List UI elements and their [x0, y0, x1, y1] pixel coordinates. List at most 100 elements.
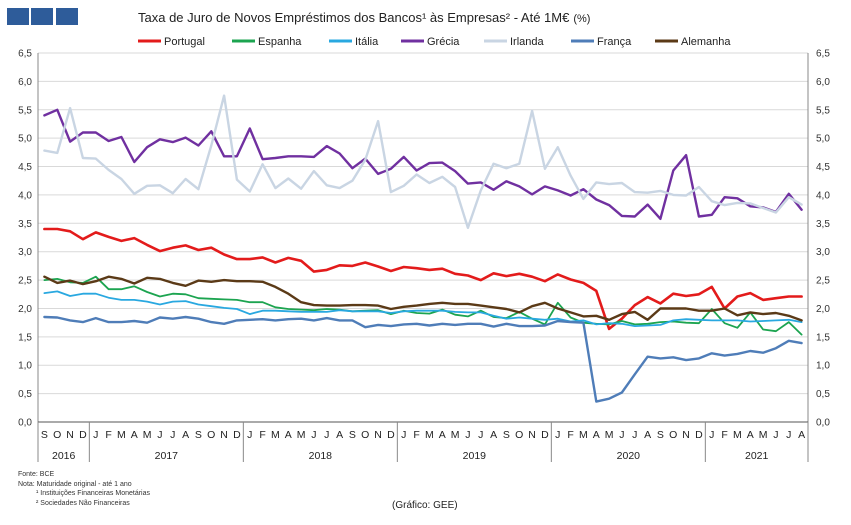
- legend-label-espanha: Espanha: [258, 36, 302, 48]
- year-label: 2020: [617, 450, 641, 462]
- legend-label-frança: França: [597, 36, 632, 48]
- y-tick-label-right: 1,0: [816, 361, 830, 372]
- x-tick-label: N: [682, 429, 690, 441]
- y-tick-label-left: 1,0: [18, 361, 32, 372]
- y-tick-label-left: 1,5: [18, 332, 32, 343]
- x-tick-label: J: [93, 429, 98, 441]
- x-tick-label: O: [53, 429, 61, 441]
- series-line-alemanha: [43, 275, 803, 322]
- x-tick-label: S: [41, 429, 48, 441]
- y-tick-label-right: 0,0: [816, 418, 830, 429]
- x-tick-label: A: [593, 429, 600, 441]
- series-line-portugal: [43, 227, 803, 331]
- year-label: 2017: [155, 450, 179, 462]
- legend: Portugal Espanha Itália Grécia Irlanda França…: [138, 36, 731, 48]
- x-tick-label: F: [105, 429, 111, 441]
- y-tick-label-right: 6,5: [816, 49, 830, 60]
- y-tick-label-right: 2,5: [816, 276, 830, 287]
- x-tick-label: M: [297, 429, 306, 441]
- x-tick-label: J: [170, 429, 175, 441]
- series-line-espanha: [43, 275, 803, 336]
- legend-label-portugal: Portugal: [164, 36, 205, 48]
- x-tick-label: F: [413, 429, 419, 441]
- y-tick-label-left: 0,5: [18, 389, 32, 400]
- x-tick-label: N: [66, 429, 74, 441]
- footnote-1: ¹ Instituições Financeiras Monetárias: [36, 490, 150, 497]
- series-line-grécia: [43, 108, 803, 220]
- x-tick-label: D: [541, 429, 549, 441]
- x-tick-label: J: [311, 429, 316, 441]
- y-tick-label-left: 6,5: [18, 49, 32, 60]
- y-tick-label-left: 5,0: [18, 134, 32, 145]
- y-tick-label-left: 5,5: [18, 105, 32, 116]
- x-tick-label: A: [644, 429, 651, 441]
- x-tick-label: J: [619, 429, 624, 441]
- x-tick-label: J: [709, 429, 714, 441]
- x-tick-label: N: [220, 429, 228, 441]
- x-tick-label: J: [478, 429, 483, 441]
- x-tick-label: J: [247, 429, 252, 441]
- x-tick-label: O: [515, 429, 523, 441]
- x-tick-label: J: [786, 429, 791, 441]
- x-tick-label: S: [195, 429, 202, 441]
- x-tick-label: J: [465, 429, 470, 441]
- y-tick-label-right: 3,0: [816, 247, 830, 258]
- x-tick-label: A: [747, 429, 754, 441]
- x-tick-label: M: [759, 429, 768, 441]
- chart-title: Taxa de Juro de Novos Empréstimos dos Ba…: [138, 10, 590, 25]
- x-tick-label: J: [324, 429, 329, 441]
- y-axis-right: 0,0 0,5 1,0 1,5 2,0 2,5 3,0 3,5 4,0 4,5 5,0 5,5 6,0 6…: [816, 49, 830, 429]
- x-tick-label: M: [425, 429, 434, 441]
- x-tick-label: N: [528, 429, 536, 441]
- x-tick-label: M: [117, 429, 126, 441]
- x-tick-label: S: [349, 429, 356, 441]
- series-lines: [43, 94, 803, 403]
- y-tick-label-left: 4,5: [18, 162, 32, 173]
- logo: [7, 8, 78, 25]
- chart-credit: (Gráfico: GEE): [392, 500, 458, 511]
- y-tick-label-left: 0,0: [18, 418, 32, 429]
- maturity-note: Nota: Maturidade original - até 1 ano: [18, 480, 132, 488]
- y-tick-label-left: 3,0: [18, 247, 32, 258]
- x-tick-label: A: [439, 429, 446, 441]
- x-tick-label: M: [605, 429, 614, 441]
- x-tick-label: O: [207, 429, 215, 441]
- y-tick-label-right: 0,5: [816, 389, 830, 400]
- x-tick-label: A: [131, 429, 138, 441]
- x-tick-label: D: [387, 429, 395, 441]
- x-tick-label: A: [798, 429, 805, 441]
- x-tick-label: N: [374, 429, 382, 441]
- legend-label-alemanha: Alemanha: [681, 36, 731, 48]
- logo-block-1: [7, 8, 29, 25]
- y-tick-label-left: 6,0: [18, 77, 32, 88]
- year-label: 2018: [309, 450, 333, 462]
- x-tick-label: M: [733, 429, 742, 441]
- grid: [37, 52, 809, 423]
- x-tick-label: D: [233, 429, 241, 441]
- x-tick-label: S: [503, 429, 510, 441]
- legend-label-grécia: Grécia: [427, 36, 460, 48]
- legend-label-itália: Itália: [355, 36, 379, 48]
- y-tick-label-right: 5,5: [816, 105, 830, 116]
- x-tick-label: J: [773, 429, 778, 441]
- x-tick-label: O: [669, 429, 677, 441]
- y-tick-label-left: 4,0: [18, 190, 32, 201]
- y-tick-label-left: 2,0: [18, 304, 32, 315]
- source-note: Fonte: BCE: [18, 471, 55, 478]
- y-tick-label-right: 6,0: [816, 77, 830, 88]
- y-tick-label-right: 3,5: [816, 219, 830, 230]
- y-tick-label-left: 2,5: [18, 276, 32, 287]
- x-tick-label: M: [143, 429, 152, 441]
- logo-block-3: [56, 8, 78, 25]
- footnote-2: ² Sociedades Não Financeiras: [36, 499, 130, 507]
- x-tick-label: O: [361, 429, 369, 441]
- x-tick-label: M: [271, 429, 280, 441]
- x-tick-label: A: [182, 429, 189, 441]
- x-tick-label: S: [657, 429, 664, 441]
- y-tick-label-left: 3,5: [18, 219, 32, 230]
- x-tick-label: M: [579, 429, 588, 441]
- y-tick-label-right: 4,0: [816, 190, 830, 201]
- x-tick-label: A: [285, 429, 292, 441]
- y-tick-label-right: 4,5: [816, 162, 830, 173]
